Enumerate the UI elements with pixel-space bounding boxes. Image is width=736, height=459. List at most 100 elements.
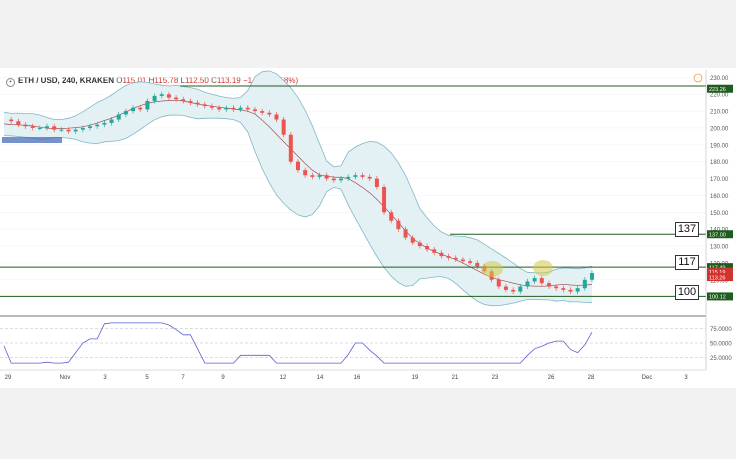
upper-band: [3, 70, 593, 274]
price-badge-mid1-text: 115.19: [709, 270, 725, 276]
candle-body: [88, 126, 93, 128]
candle-body: [554, 286, 559, 289]
open-label: O: [116, 76, 123, 85]
candle-body: [317, 175, 322, 177]
candle-body: [66, 129, 71, 132]
candle-body: [166, 94, 171, 98]
overlays: [0, 73, 706, 317]
price-badge-r117: [707, 263, 733, 272]
price-tick-label: 180.00: [710, 160, 729, 166]
candle-body: [159, 94, 164, 96]
candle-body: [389, 212, 394, 221]
symbol-label[interactable]: ETH / USD, 240, KRAKEN: [18, 76, 115, 85]
level-137-label: 137: [675, 222, 699, 237]
candle-body: [374, 178, 379, 187]
time-tick-label: 19: [412, 375, 419, 381]
candle-body: [181, 99, 186, 101]
info-icon[interactable]: +: [6, 78, 15, 87]
candle-body: [123, 111, 128, 115]
price-tick-label: 190.00: [710, 143, 729, 149]
range-box: [2, 137, 62, 143]
candle-body: [80, 127, 85, 130]
candle-body: [288, 134, 293, 162]
price-tick-label: 230.00: [710, 76, 729, 82]
time-tick-label: 3: [103, 375, 107, 381]
price-chart[interactable]: 230.00 220.00 210.00 200.00 190.00 180.00 170.…: [0, 68, 736, 388]
rsi-tick-label: 75.0000: [710, 327, 732, 333]
candle-body: [339, 178, 344, 181]
close-label: C: [211, 76, 217, 85]
marker-ellipse-2: [533, 260, 553, 276]
time-tick-label: Nov: [60, 375, 71, 381]
candle-body: [224, 107, 229, 110]
time-tick-label: 23: [492, 375, 499, 381]
candle-body: [296, 161, 300, 171]
candle-body: [410, 237, 415, 243]
price-axis[interactable]: 230.00 220.00 210.00 200.00 190.00 180.00 170.…: [705, 70, 733, 370]
candle-body: [439, 252, 444, 257]
price-tick-label: 170.00: [710, 177, 729, 183]
candle-body: [9, 119, 14, 122]
candle-body: [209, 106, 214, 108]
price-badge-current: [707, 273, 733, 282]
candle-body: [425, 246, 430, 250]
candle-body: [238, 107, 243, 110]
candle-body: [274, 114, 279, 120]
candle-body: [575, 288, 580, 292]
time-tick-label: 16: [354, 375, 361, 381]
candle-body: [324, 175, 329, 179]
open-value: 115.01: [122, 76, 147, 85]
price-tick-label: 220.00: [710, 93, 729, 99]
candle-body: [217, 107, 222, 110]
candle-body: [303, 170, 308, 176]
candle-body: [231, 107, 236, 110]
time-axis[interactable]: 29 Nov 3 5 7 9 12 14 16 19 21 23 26 28 Dec 3: [0, 369, 706, 381]
candle-body: [475, 262, 480, 267]
candle-body: [346, 176, 351, 179]
bollinger-bands: [3, 70, 593, 307]
candle-body: [532, 278, 537, 282]
price-badge-current-text: 113.26: [709, 275, 725, 281]
candle-body: [331, 178, 336, 181]
price-badge-top-text: 223.26: [709, 87, 726, 93]
candle-body: [582, 279, 587, 289]
candle-body: [403, 229, 408, 238]
close-value: 113.19: [216, 76, 241, 85]
candle-body: [503, 286, 508, 290]
candle-body: [382, 187, 387, 213]
price-tick-label: 110.00: [710, 278, 729, 284]
candle-body: [417, 242, 422, 247]
price-badge-r100-text: 100.12: [709, 295, 726, 301]
candle-body: [396, 220, 401, 230]
candle-body: [252, 109, 257, 112]
candle-body: [73, 129, 78, 132]
candle-body: [432, 249, 437, 253]
candle-body: [30, 126, 35, 128]
time-tick-label: 21: [452, 375, 459, 381]
candle-body: [195, 102, 200, 105]
high-label: H: [148, 76, 155, 85]
candle-body: [511, 289, 516, 292]
candle-body: [281, 119, 286, 135]
time-tick-label: Dec: [642, 375, 653, 381]
candle-body: [468, 261, 473, 263]
price-badge-r137-text: 137.00: [709, 233, 726, 239]
price-badge-r100: [707, 292, 733, 301]
candle-body: [453, 257, 458, 260]
price-badge-r137: [707, 230, 733, 239]
time-tick-label: 29: [5, 375, 12, 381]
price-tick-label: 130.00: [710, 245, 729, 251]
marker-ellipse-1: [481, 261, 503, 277]
price-tick-label: 200.00: [710, 126, 729, 132]
time-tick-label: 28: [588, 375, 595, 381]
band-fill: [4, 70, 592, 306]
candle-body: [45, 126, 50, 128]
candle-body: [518, 286, 523, 292]
price-badge-top: [707, 84, 733, 93]
candle-body: [52, 126, 57, 130]
candle-body: [116, 114, 121, 120]
candle-body: [188, 100, 193, 103]
candle-body: [525, 281, 530, 287]
rsi-tick-label: 50.0000: [710, 342, 732, 348]
candle-body: [59, 129, 64, 131]
